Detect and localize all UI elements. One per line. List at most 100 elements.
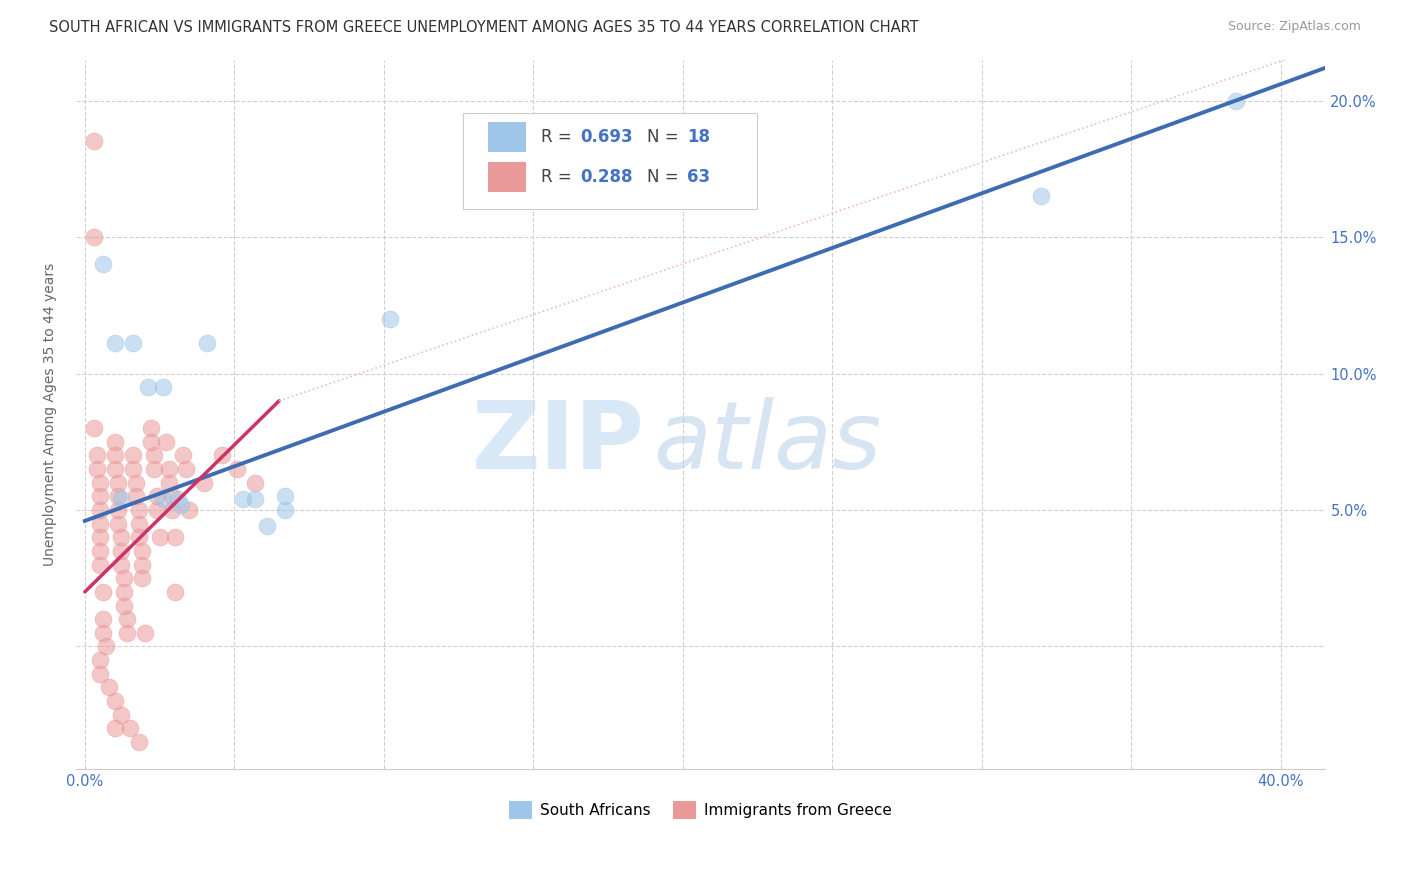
Point bbox=[89, 516, 111, 531]
Point bbox=[274, 489, 297, 503]
Point bbox=[89, 653, 111, 667]
Point bbox=[139, 421, 162, 435]
Point bbox=[173, 449, 195, 463]
Point bbox=[160, 489, 183, 503]
Point bbox=[86, 449, 108, 463]
Point bbox=[142, 449, 165, 463]
Point bbox=[107, 489, 129, 503]
Text: R =: R = bbox=[541, 168, 576, 186]
Point bbox=[124, 489, 146, 503]
Point bbox=[378, 312, 401, 326]
Point bbox=[232, 491, 254, 506]
Point bbox=[115, 612, 138, 626]
Text: N =: N = bbox=[647, 128, 683, 146]
Legend: South Africans, Immigrants from Greece: South Africans, Immigrants from Greece bbox=[503, 795, 898, 825]
Point bbox=[179, 503, 201, 517]
Point bbox=[112, 599, 135, 613]
Point bbox=[193, 475, 215, 490]
Point bbox=[86, 462, 108, 476]
Point bbox=[89, 544, 111, 558]
Point bbox=[89, 666, 111, 681]
Point bbox=[131, 558, 153, 572]
Point bbox=[163, 530, 186, 544]
Point bbox=[176, 462, 198, 476]
Text: 0.288: 0.288 bbox=[581, 168, 633, 186]
Point bbox=[145, 503, 167, 517]
Point bbox=[104, 722, 127, 736]
Point bbox=[128, 735, 150, 749]
Text: SOUTH AFRICAN VS IMMIGRANTS FROM GREECE UNEMPLOYMENT AMONG AGES 35 TO 44 YEARS C: SOUTH AFRICAN VS IMMIGRANTS FROM GREECE … bbox=[49, 20, 920, 35]
Text: R =: R = bbox=[541, 128, 576, 146]
Point bbox=[91, 585, 114, 599]
Point bbox=[94, 640, 117, 654]
FancyBboxPatch shape bbox=[463, 112, 756, 209]
Text: 63: 63 bbox=[688, 168, 710, 186]
Point bbox=[134, 625, 156, 640]
Point bbox=[245, 491, 267, 506]
Point bbox=[128, 503, 150, 517]
Point bbox=[157, 475, 180, 490]
Point bbox=[131, 571, 153, 585]
Text: N =: N = bbox=[647, 168, 683, 186]
Text: atlas: atlas bbox=[654, 397, 882, 488]
Text: Source: ZipAtlas.com: Source: ZipAtlas.com bbox=[1227, 20, 1361, 33]
Point bbox=[110, 707, 132, 722]
Point bbox=[112, 571, 135, 585]
Point bbox=[110, 558, 132, 572]
Point bbox=[152, 491, 174, 506]
Point bbox=[91, 625, 114, 640]
Point bbox=[89, 475, 111, 490]
Point bbox=[245, 475, 267, 490]
Point bbox=[89, 489, 111, 503]
Y-axis label: Unemployment Among Ages 35 to 44 years: Unemployment Among Ages 35 to 44 years bbox=[44, 263, 58, 566]
Point bbox=[91, 257, 114, 271]
Point bbox=[160, 503, 183, 517]
Point bbox=[104, 434, 127, 449]
Point bbox=[169, 498, 191, 512]
Point bbox=[1031, 189, 1053, 203]
Point bbox=[124, 475, 146, 490]
Point bbox=[83, 135, 105, 149]
Point bbox=[128, 530, 150, 544]
Text: 18: 18 bbox=[688, 128, 710, 146]
Point bbox=[157, 462, 180, 476]
Text: ZIP: ZIP bbox=[471, 397, 644, 489]
Point bbox=[115, 625, 138, 640]
Point bbox=[197, 336, 219, 351]
Point bbox=[139, 434, 162, 449]
Point bbox=[104, 336, 127, 351]
FancyBboxPatch shape bbox=[488, 162, 526, 192]
Point bbox=[121, 449, 143, 463]
Point bbox=[1225, 94, 1247, 108]
Point bbox=[97, 681, 120, 695]
Point bbox=[110, 491, 132, 506]
Point bbox=[107, 503, 129, 517]
Point bbox=[104, 694, 127, 708]
Text: 0.693: 0.693 bbox=[581, 128, 633, 146]
Point bbox=[89, 530, 111, 544]
Point bbox=[104, 449, 127, 463]
Point bbox=[274, 503, 297, 517]
Point bbox=[152, 380, 174, 394]
Point bbox=[110, 544, 132, 558]
FancyBboxPatch shape bbox=[488, 122, 526, 152]
Point bbox=[107, 475, 129, 490]
Point bbox=[145, 489, 167, 503]
Point bbox=[148, 530, 170, 544]
Point bbox=[83, 421, 105, 435]
Point bbox=[121, 336, 143, 351]
Point bbox=[89, 503, 111, 517]
Point bbox=[107, 516, 129, 531]
Point bbox=[118, 722, 141, 736]
Point bbox=[163, 585, 186, 599]
Point bbox=[226, 462, 249, 476]
Point bbox=[131, 544, 153, 558]
Point bbox=[91, 612, 114, 626]
Point bbox=[110, 530, 132, 544]
Point bbox=[83, 230, 105, 244]
Point bbox=[211, 449, 233, 463]
Point bbox=[136, 380, 159, 394]
Point bbox=[142, 462, 165, 476]
Point bbox=[89, 558, 111, 572]
Point bbox=[121, 462, 143, 476]
